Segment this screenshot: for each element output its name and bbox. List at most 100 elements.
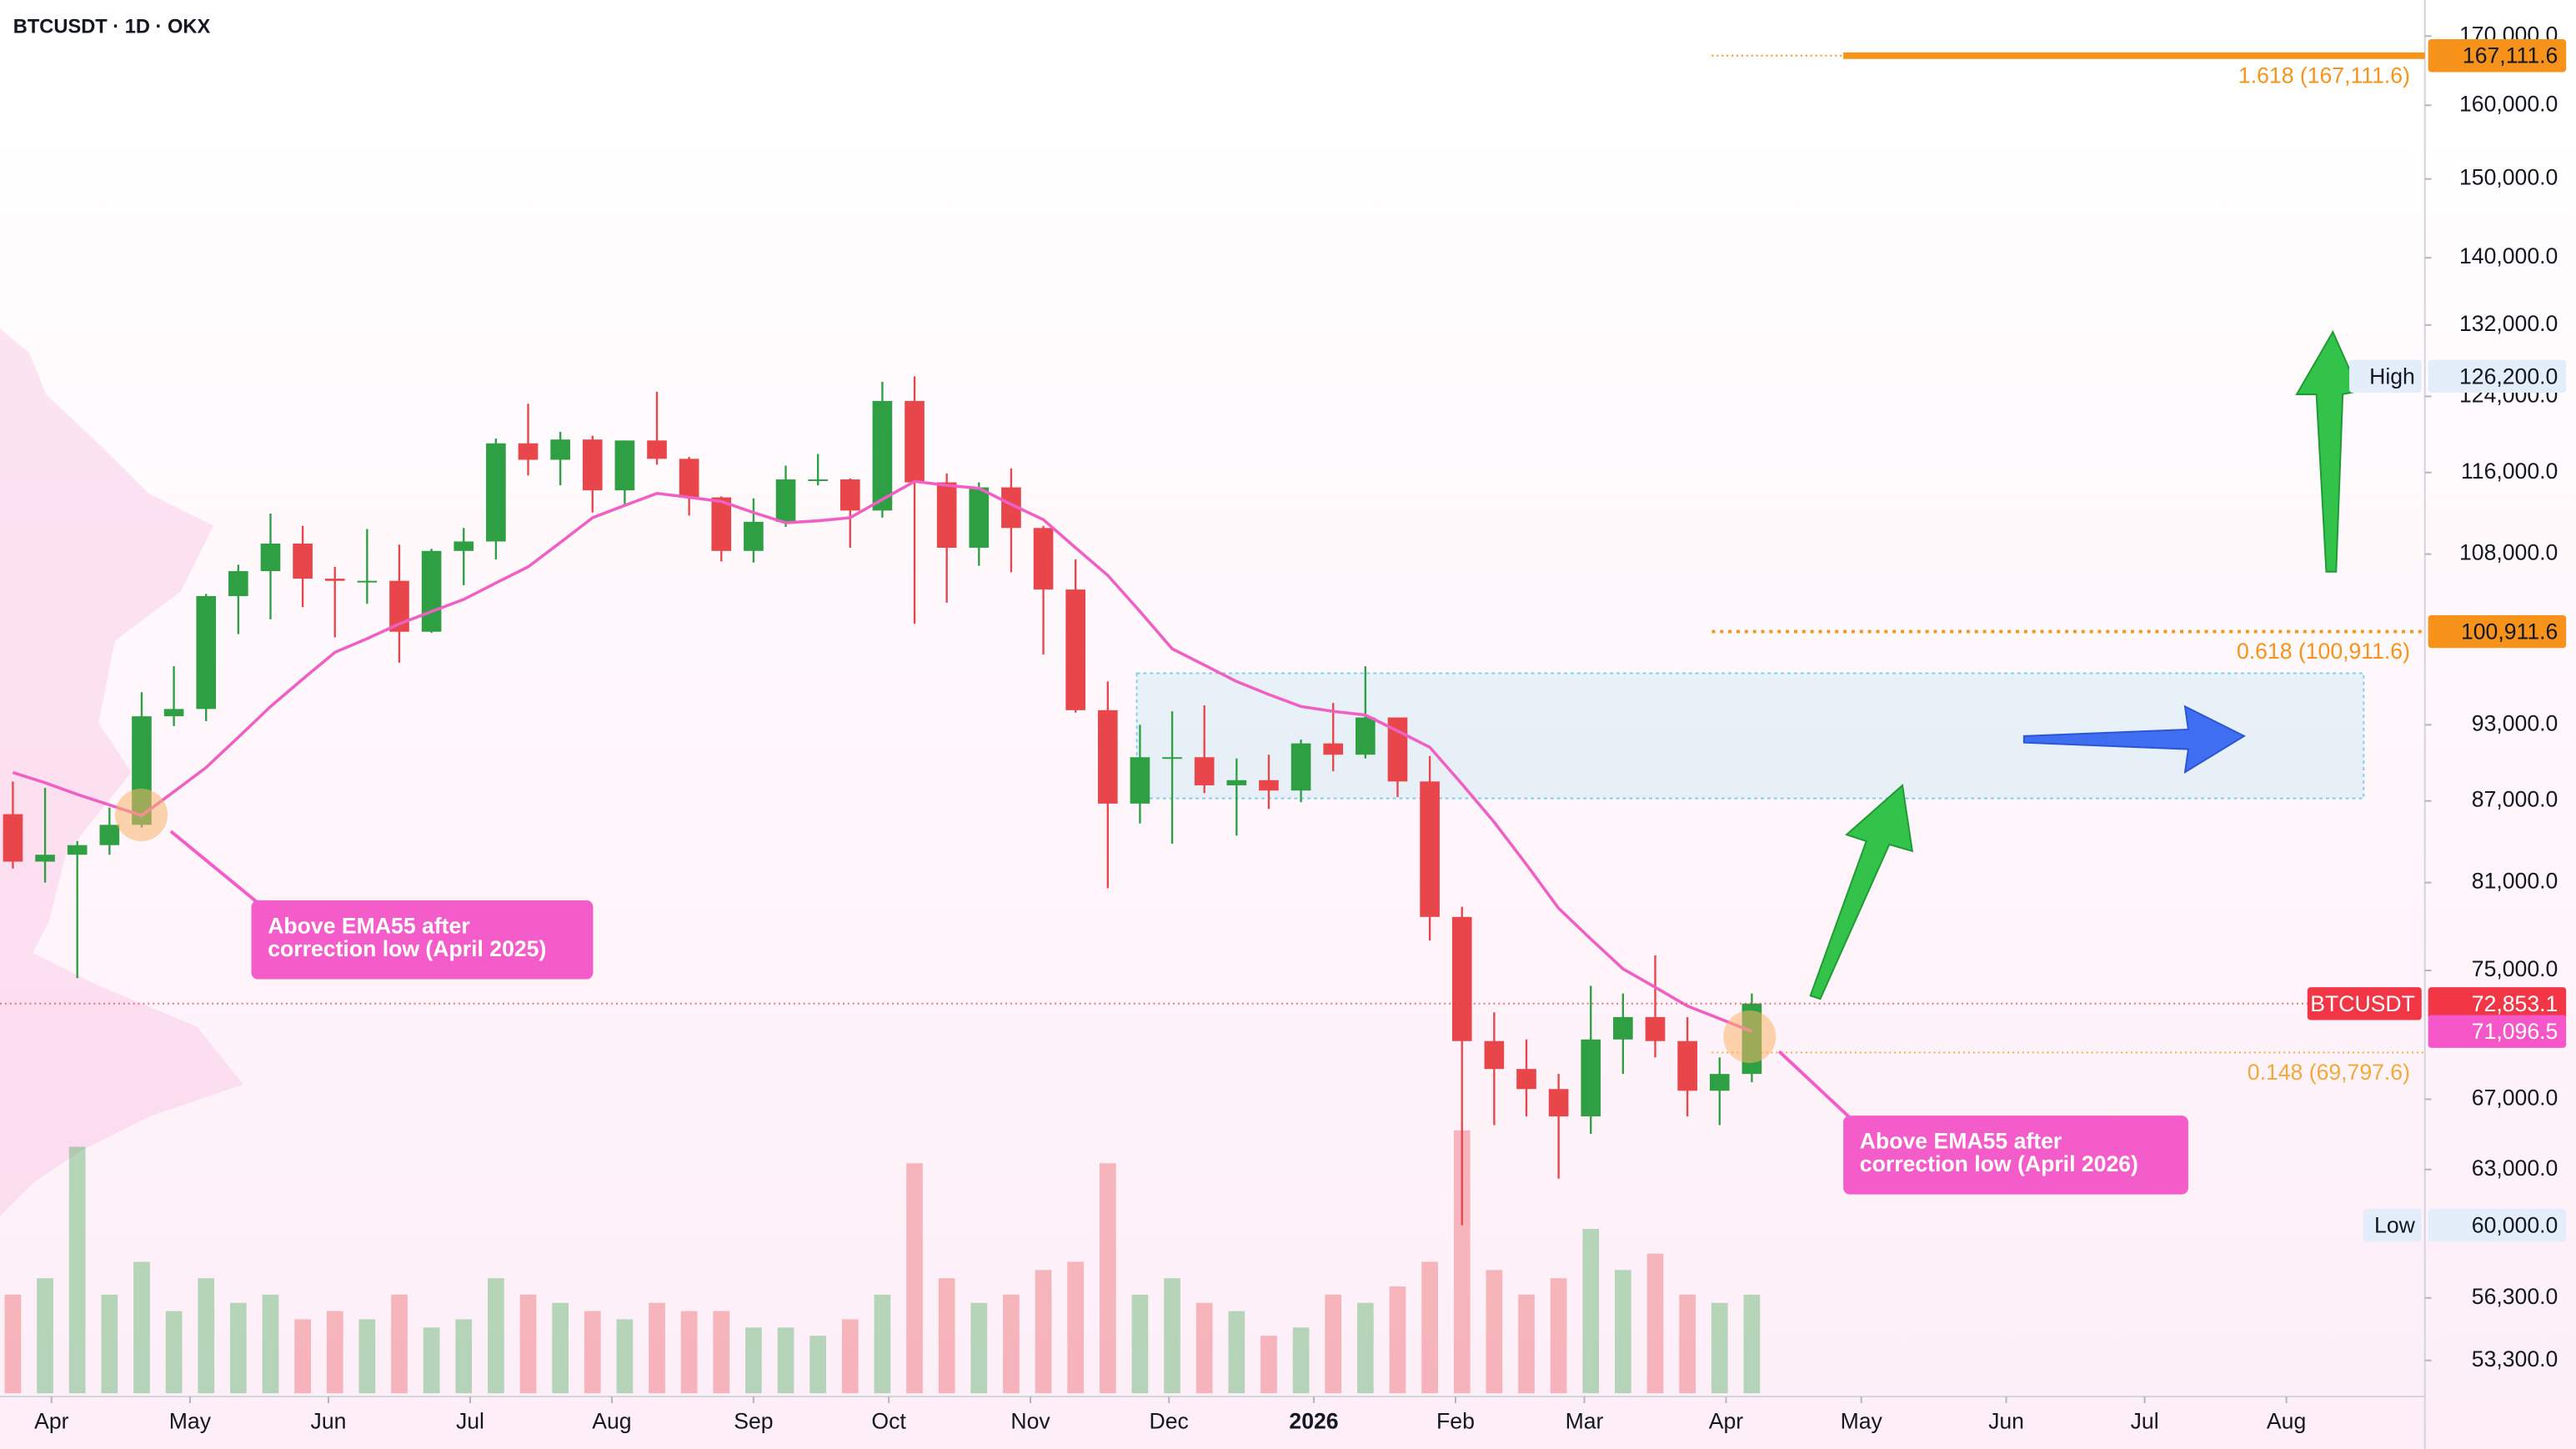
- candle-body: [293, 543, 313, 579]
- price-badge-label: 60,000.0: [2472, 1213, 2558, 1238]
- x-tick-label: Aug: [592, 1409, 631, 1434]
- candle-body: [839, 479, 860, 511]
- volume-bar: [4, 1294, 22, 1394]
- annotation: Above EMA55 after correction low (April …: [251, 900, 594, 980]
- y-tick-label: 140,000.0: [2459, 243, 2558, 268]
- price-badge: [2428, 1208, 2567, 1242]
- volume-bar: [1292, 1327, 1310, 1394]
- volume-bar: [1453, 1130, 1471, 1394]
- volume-bar: [519, 1294, 537, 1394]
- candle-body: [67, 845, 88, 855]
- volume-bar: [1325, 1294, 1342, 1394]
- candle-body: [1451, 916, 1472, 1041]
- candle-body: [1484, 1040, 1505, 1070]
- candle-body: [1291, 743, 1311, 791]
- candle-body: [389, 580, 409, 632]
- candle-body: [1001, 487, 1021, 529]
- volume-bar: [423, 1327, 440, 1394]
- y-tick-label: 67,000.0: [2472, 1085, 2558, 1111]
- y-tick-label: 56,300.0: [2472, 1284, 2558, 1309]
- candle-body: [679, 459, 699, 498]
- volume-bar: [1356, 1302, 1374, 1394]
- candle-body: [486, 443, 506, 542]
- y-tick-label: 160,000.0: [2459, 91, 2558, 116]
- chart-title: BTCUSDT · 1D · OKX: [13, 14, 211, 38]
- price-badge-label: 71,096.5: [2472, 1019, 2558, 1044]
- candle-body: [775, 479, 796, 522]
- volume-bar: [584, 1311, 601, 1394]
- volume-bar: [1389, 1286, 1406, 1394]
- y-tick-label: 132,000.0: [2459, 311, 2558, 336]
- volume-bar: [1743, 1294, 1761, 1394]
- y-tick-label: 116,000.0: [2461, 459, 2558, 484]
- price-badge: [2428, 987, 2567, 1020]
- y-tick-label: 93,000.0: [2472, 710, 2558, 735]
- candle-body: [1613, 1016, 1633, 1040]
- volume-bar: [809, 1336, 827, 1394]
- volume-bar: [1035, 1270, 1052, 1394]
- x-tick-label: May: [1841, 1409, 1883, 1434]
- candle-body: [711, 497, 732, 551]
- volume-bar: [1003, 1294, 1020, 1394]
- candle-body: [1677, 1040, 1697, 1091]
- volume-bar: [1421, 1261, 1438, 1394]
- volume-bar: [713, 1311, 730, 1394]
- volume-bar: [1164, 1278, 1180, 1394]
- fib-label: 0.618 (100,911.6): [2237, 639, 2410, 664]
- volume-bar: [1067, 1261, 1085, 1394]
- x-tick-label: 2026: [1289, 1409, 1338, 1434]
- candle-body: [163, 709, 184, 717]
- candle-body: [518, 443, 539, 460]
- price-badge-name-bg: [2307, 987, 2422, 1020]
- volume-bar: [326, 1311, 343, 1394]
- x-tick-label: May: [169, 1409, 212, 1434]
- volume-bar: [133, 1261, 150, 1394]
- candle-body: [1516, 1069, 1536, 1090]
- volume-bar: [1615, 1270, 1631, 1394]
- candle-body: [454, 541, 474, 551]
- volume-bar: [874, 1294, 891, 1394]
- price-badge-label: 100,911.6: [2461, 619, 2558, 644]
- x-tick-label: Jul: [2131, 1409, 2159, 1434]
- volume-bar: [1228, 1311, 1245, 1394]
- candle-body: [1323, 743, 1344, 755]
- candle-body: [1162, 757, 1182, 760]
- x-tick-label: Apr: [1709, 1409, 1744, 1434]
- volume-bar: [1679, 1294, 1696, 1394]
- y-tick-label: 53,300.0: [2472, 1346, 2558, 1371]
- price-badge-name: High: [2369, 364, 2415, 389]
- volume-bar: [777, 1327, 794, 1394]
- candle-body: [1130, 757, 1150, 804]
- x-tick-label: Nov: [1010, 1409, 1050, 1434]
- arrow-right: [2022, 704, 2246, 775]
- volume-bar: [938, 1278, 955, 1394]
- volume-bar: [294, 1319, 311, 1394]
- volume-bar: [488, 1278, 504, 1394]
- volume-bar: [906, 1163, 923, 1394]
- price-badge: [2428, 614, 2567, 649]
- candle-body: [969, 487, 990, 549]
- volume-bar: [1518, 1294, 1535, 1394]
- candle-body: [1548, 1089, 1569, 1117]
- candle-body: [1065, 589, 1086, 710]
- y-tick-label: 75,000.0: [2472, 956, 2558, 981]
- volume-bar: [358, 1319, 376, 1394]
- volume-bar: [68, 1146, 86, 1394]
- candle-body: [99, 825, 120, 845]
- price-badge: [2428, 39, 2567, 73]
- price-badge-name: Low: [2374, 1213, 2416, 1238]
- candle-body: [808, 479, 828, 482]
- candle-body: [1259, 780, 1279, 791]
- volume-bar: [745, 1327, 762, 1394]
- candle-body: [744, 521, 764, 551]
- x-tick-label: Jul: [456, 1409, 484, 1434]
- y-tick-label: 150,000.0: [2459, 165, 2558, 190]
- candle-body: [260, 543, 281, 572]
- candle-body: [647, 440, 667, 459]
- fib-label: 0.148 (69,797.6): [2248, 1060, 2410, 1085]
- volume-bar: [970, 1302, 988, 1394]
- x-tick-label: Feb: [1436, 1409, 1475, 1434]
- volume-bar: [1099, 1163, 1116, 1394]
